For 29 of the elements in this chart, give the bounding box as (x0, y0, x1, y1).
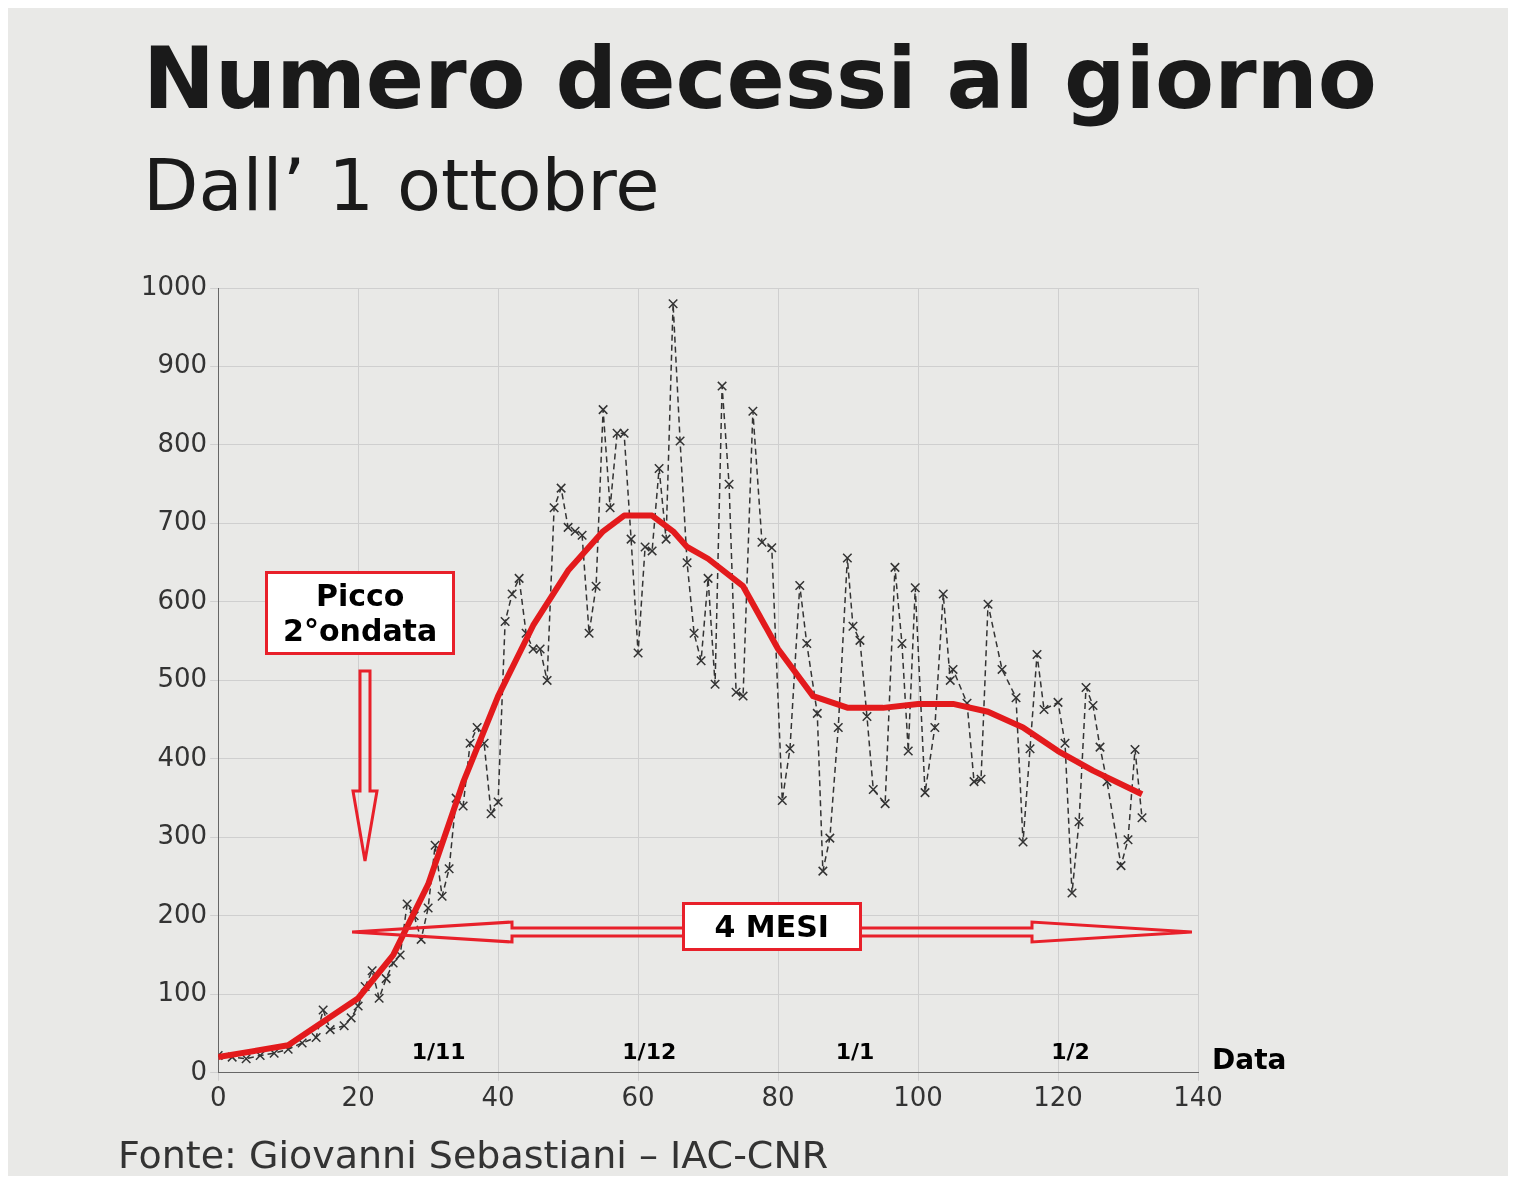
y-tick-label: 700 (157, 506, 208, 537)
x-tick-label: 100 (893, 1082, 943, 1113)
annotation: 4 MESI (681, 901, 862, 951)
annotation: 1/2 (1050, 1039, 1091, 1065)
y-tick-label: 600 (157, 584, 208, 615)
x-tick-label: 140 (1173, 1082, 1223, 1113)
x-tick-label: 0 (209, 1082, 227, 1113)
x-axis-title: Data (1212, 1042, 1287, 1076)
y-tick-label: 300 (157, 820, 208, 851)
annotation: Picco 2°ondata (265, 570, 456, 655)
chart-subtitle: Dall’ 1 ottobre (143, 143, 660, 227)
y-tick-label: 200 (157, 898, 208, 929)
y-tick-label: 400 (157, 741, 208, 772)
y-tick-label: 1000 (141, 270, 208, 301)
x-tick-label: 60 (621, 1082, 655, 1113)
x-tick-label: 40 (481, 1082, 515, 1113)
y-tick-label: 0 (190, 1055, 208, 1086)
annotation: 1/1 (834, 1039, 876, 1065)
x-tick-label: 20 (341, 1082, 375, 1113)
x-tick-label: 80 (761, 1082, 795, 1113)
chart-title: Numero decessi al giorno (143, 28, 1377, 128)
y-tick-label: 500 (157, 663, 208, 694)
x-tick-label: 120 (1033, 1082, 1083, 1113)
source-note: Fonte: Giovanni Sebastiani – IAC-CNR (118, 1133, 829, 1177)
annotation: 1/11 (410, 1039, 467, 1065)
y-tick-label: 800 (157, 427, 208, 458)
y-tick-label: 100 (157, 977, 208, 1008)
y-tick-label: 900 (157, 349, 208, 380)
annotation: 1/12 (621, 1039, 678, 1065)
